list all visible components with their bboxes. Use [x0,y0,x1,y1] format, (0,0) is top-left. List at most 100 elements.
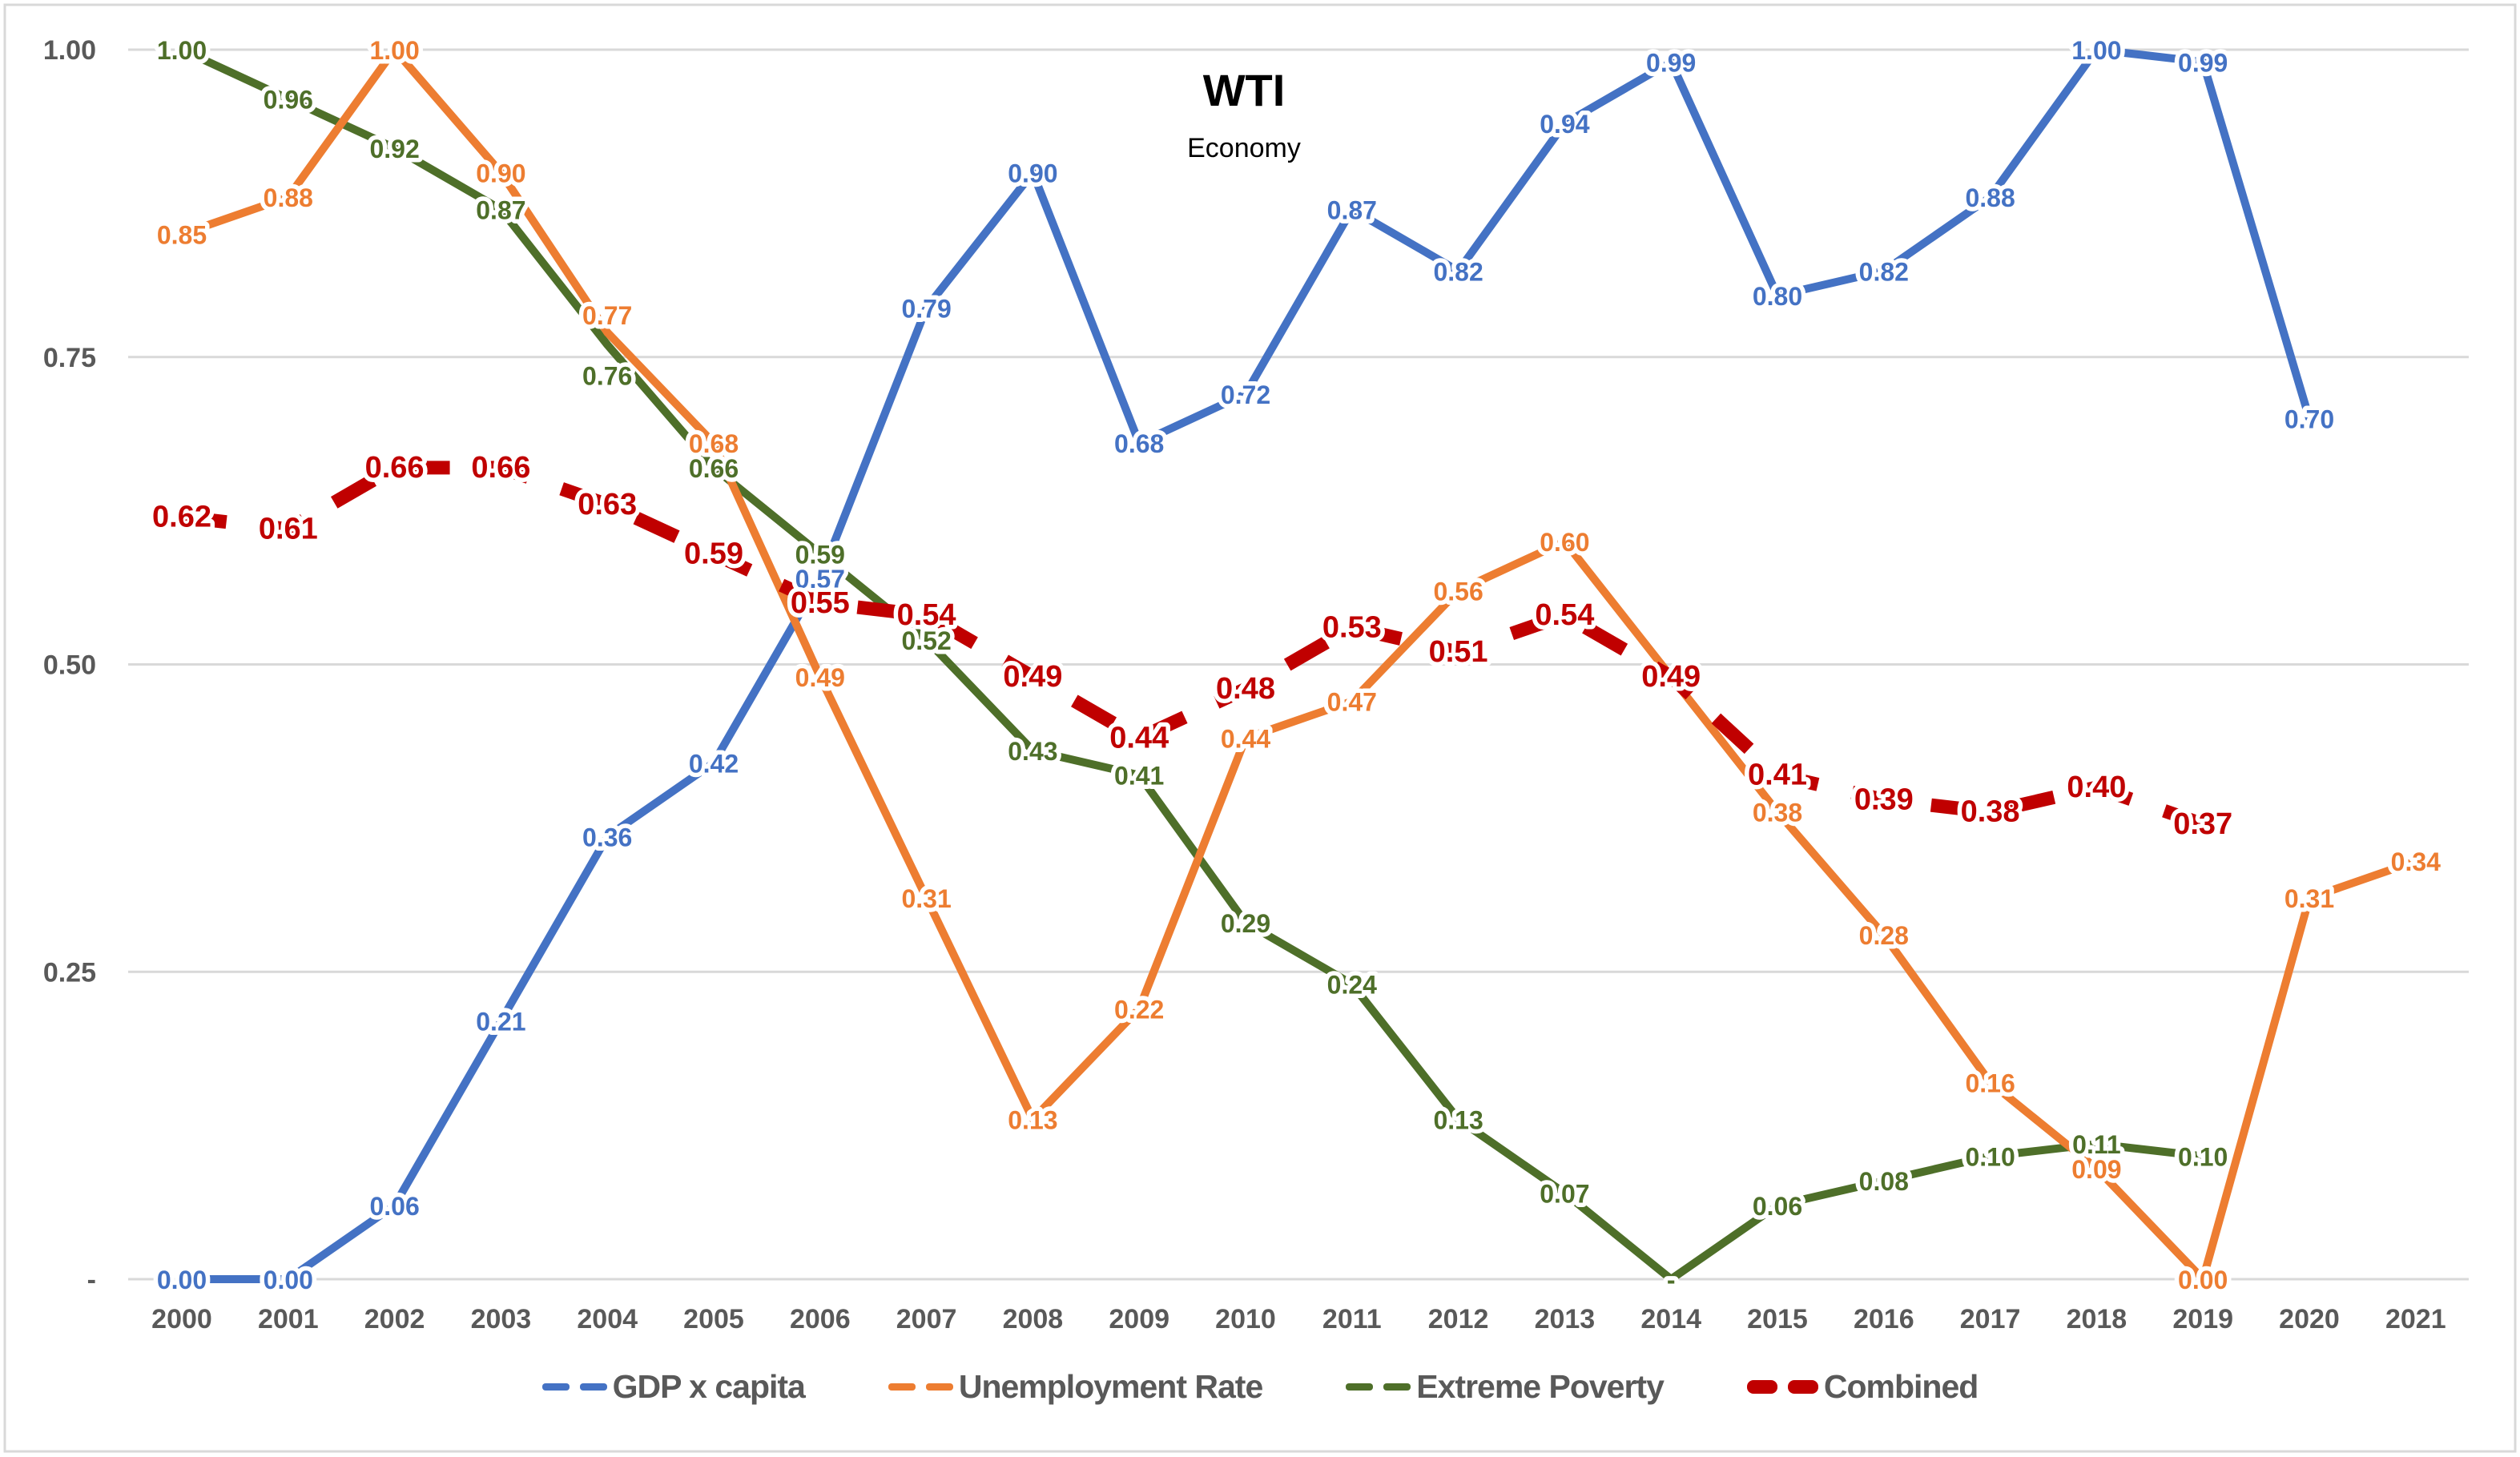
data-label-unemployment-rate: 0.09 [2071,1155,2121,1184]
x-axis-tick-label: 2008 [1003,1304,1064,1334]
x-axis-tick-label: 2002 [364,1304,425,1334]
legend-item-unemployment-rate[interactable]: Unemployment Rate [888,1368,1263,1406]
data-label-extreme-poverty: 0.08 [1859,1167,1909,1196]
series-line-gdp-x-capita [178,46,2313,1283]
data-label-combined: 0.54 [897,598,956,632]
x-axis-tick-label: 2004 [577,1304,638,1334]
chart-border [3,3,2517,1453]
data-label-gdp-x-capita: 0.00 [264,1266,313,1294]
data-label-unemployment-rate: 0.90 [476,159,525,188]
legend-item-gdp-x-capita[interactable]: GDP x capita [541,1367,806,1406]
data-label-combined: 0.44 [1109,722,1169,755]
legend-dash [579,1383,607,1391]
data-label-unemployment-rate: 0.88 [264,183,313,212]
legend-label: GDP x capita [612,1367,806,1405]
data-label-gdp-x-capita: 0.82 [1859,257,1909,286]
data-label-extreme-poverty: 0.06 [1753,1192,1802,1221]
data-label-unemployment-rate: 0.68 [689,429,739,458]
x-axis-tick-label: 2019 [2172,1304,2233,1334]
series-line-unemployment-rate [178,46,2420,1283]
chart-subtitle: Economy [1187,133,1301,163]
data-label-unemployment-rate: 0.49 [795,663,845,692]
data-label-extreme-poverty: 0.10 [1965,1143,2015,1172]
legend-item-extreme-poverty[interactable]: Extreme Poverty [1346,1367,1665,1406]
data-label-extreme-poverty: 0.24 [1327,971,1377,1000]
data-label-combined: 0.38 [1961,795,2020,829]
data-label-gdp-x-capita: 0.82 [1433,257,1483,286]
data-label-extreme-poverty: 0.11 [2072,1130,2121,1159]
data-label-gdp-x-capita: 0.68 [1114,429,1164,458]
series-lines [178,46,2420,1283]
data-label-gdp-x-capita: 0.88 [1965,183,2015,212]
legend-dash-marker [1346,1383,1411,1391]
data-label-gdp-x-capita: 0.87 [1327,196,1377,225]
data-label-unemployment-rate: 0.77 [582,301,632,330]
data-label-combined: 0.49 [1003,660,1062,694]
data-label-extreme-poverty: 1.00 [157,36,207,65]
y-axis-tick-label: 0.25 [43,957,96,988]
data-label-combined: 0.53 [1322,610,1382,644]
data-labels: 0.00 0.00 0.06 0.21 0.36 0.42 0.57 0.79 0.90 0.68… [148,32,2446,1299]
x-axis-tick-label: 2018 [2067,1304,2128,1334]
legend-item-combined[interactable]: Combined [1746,1367,1979,1406]
data-label-extreme-poverty: 0.13 [1433,1105,1483,1134]
x-axis-tick-label: 2007 [896,1304,957,1334]
data-label-combined: 0.37 [2173,807,2232,841]
x-axis-tick-label: 2016 [1854,1304,1914,1334]
legend-dash [1787,1379,1818,1394]
x-axis-tick-label: 2021 [2385,1304,2446,1334]
x-axis-tick-label: 2017 [1960,1304,2021,1334]
data-label-combined: 0.66 [365,451,425,485]
data-label-combined: 0.39 [1854,783,1914,816]
axis-labels: 1.00 0.75 0.50 0.25 - 2000 2001 2002 2003 2004 200… [43,35,2446,1334]
x-axis-tick-label: 2020 [2279,1304,2340,1334]
data-label-combined: 0.54 [1535,598,1594,632]
data-label-combined: 0.41 [1748,759,1807,792]
data-label-extreme-poverty: 0.96 [264,85,313,114]
x-axis-tick-label: 2015 [1747,1304,1808,1334]
data-label-unemployment-rate: 0.47 [1327,688,1377,717]
data-label-extreme-poverty: 0.29 [1221,909,1270,938]
legend-dash-marker [541,1383,607,1391]
data-label-combined: 0.59 [684,537,743,570]
x-axis-tick-label: 2000 [151,1304,212,1334]
data-label-gdp-x-capita: 0.00 [157,1266,207,1294]
data-label-extreme-poverty: 0.59 [795,540,845,569]
data-label-combined: 0.66 [471,451,530,485]
data-label-gdp-x-capita: 0.80 [1753,282,1802,311]
data-label-gdp-x-capita: 0.42 [689,749,739,778]
y-axis-tick-label: - [87,1265,96,1295]
legend-label: Extreme Poverty [1416,1367,1665,1405]
legend: GDP x capita Unemployment Rate Extreme Pov… [0,1357,2520,1416]
data-label-gdp-x-capita: 0.72 [1221,380,1270,409]
data-label-unemployment-rate: 0.31 [901,884,951,913]
x-axis-tick-label: 2011 [1322,1304,1382,1334]
legend-dash [541,1383,570,1391]
data-label-unemployment-rate: 0.31 [2285,884,2334,913]
legend-label: Combined [1823,1367,1979,1405]
data-label-combined: 0.51 [1429,635,1488,669]
data-label-unemployment-rate: 0.13 [1008,1105,1057,1134]
data-label-unemployment-rate: 0.38 [1753,799,1802,827]
x-axis-tick-label: 2003 [471,1304,532,1334]
x-axis-tick-label: 2014 [1640,1304,1701,1334]
data-label-gdp-x-capita: 0.06 [369,1192,419,1221]
data-label-combined: 0.63 [578,488,637,521]
data-label-extreme-poverty: 0.87 [476,196,525,225]
y-axis-tick-label: 0.75 [43,343,96,373]
data-label-unemployment-rate: 0.60 [1540,528,1589,557]
data-label-extreme-poverty: 0.07 [1540,1180,1589,1209]
data-label-gdp-x-capita: 0.90 [1008,159,1057,188]
data-label-gdp-x-capita: 0.94 [1540,110,1589,139]
data-label-gdp-x-capita: 0.79 [901,294,951,323]
data-label-gdp-x-capita: 1.00 [2071,36,2121,65]
data-label-unemployment-rate: 0.16 [1965,1069,2015,1097]
series-line-extreme-poverty [178,46,2208,1283]
legend-dash [925,1383,953,1391]
x-axis-tick-label: 2006 [790,1304,851,1334]
data-label-combined: 0.40 [2067,771,2126,804]
data-label-combined: 0.49 [1641,660,1701,694]
x-axis-tick-label: 2009 [1109,1304,1169,1334]
